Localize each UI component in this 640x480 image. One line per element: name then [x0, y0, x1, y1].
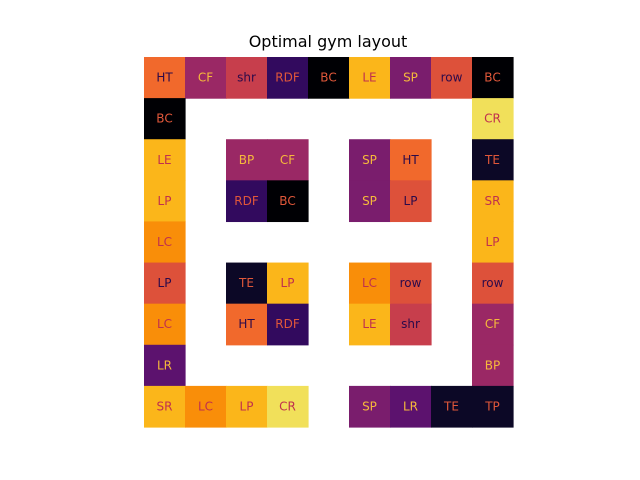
cell-label-2-6: HT	[402, 153, 419, 167]
heatmap-cell-8-1	[185, 385, 227, 428]
cell-label-5-8: row	[482, 276, 504, 290]
heatmap-cell-2-8	[472, 139, 514, 181]
heatmap-cell-6-6	[390, 303, 432, 346]
heatmap-cell-3-5	[349, 180, 391, 223]
cell-label-6-0: LC	[157, 317, 172, 331]
cell-label-0-2: shr	[237, 71, 256, 85]
heatmap-cell-2-3	[267, 139, 309, 181]
cell-label-8-1: LC	[198, 399, 213, 413]
cell-label-6-6: shr	[401, 317, 420, 331]
cell-label-8-3: CR	[279, 399, 296, 413]
cell-label-5-0: LP	[158, 276, 172, 290]
heatmap-cell-6-2	[226, 303, 268, 346]
heatmap-cell-8-5	[349, 385, 391, 428]
cell-label-8-2: LP	[240, 399, 254, 413]
cell-label-2-2: BP	[239, 153, 254, 167]
cell-label-5-6: row	[400, 276, 422, 290]
cell-label-1-8: CR	[484, 112, 501, 126]
heatmap-cell-8-3	[267, 385, 309, 428]
cell-label-5-2: TE	[238, 276, 254, 290]
heatmap-cell-3-2	[226, 180, 268, 223]
heatmap-cell-3-6	[390, 180, 432, 223]
heatmap-cell-5-2	[226, 262, 268, 305]
heatmap-cell-6-5	[349, 303, 391, 346]
cell-label-2-3: CF	[280, 153, 295, 167]
heatmap-cell-0-7	[431, 57, 473, 99]
heatmap-cell-4-0	[144, 221, 186, 264]
cell-label-0-6: SP	[403, 71, 418, 85]
heatmap-cell-0-8	[472, 57, 514, 99]
cell-label-7-0: LR	[157, 358, 172, 372]
heatmap-cell-8-8	[472, 385, 514, 428]
heatmap-cell-5-5	[349, 262, 391, 305]
heatmap-cell-5-6	[390, 262, 432, 305]
heatmap-cell-4-8	[472, 221, 514, 264]
cell-label-6-2: HT	[238, 317, 255, 331]
cell-label-6-8: CF	[485, 317, 500, 331]
heatmap-cell-2-6	[390, 139, 432, 181]
heatmap-cell-2-2	[226, 139, 268, 181]
heatmap-cell-8-2	[226, 385, 268, 428]
cell-label-3-2: RDF	[234, 194, 259, 208]
heatmap-cell-5-8	[472, 262, 514, 305]
heatmap-cell-6-0	[144, 303, 186, 346]
heatmap-cell-0-0	[144, 57, 186, 99]
cell-label-0-0: HT	[156, 71, 173, 85]
cell-label-0-3: RDF	[275, 71, 300, 85]
cell-label-2-5: SP	[362, 153, 377, 167]
cell-label-1-0: BC	[156, 112, 172, 126]
heatmap-cell-6-8	[472, 303, 514, 346]
heatmap-cell-0-3	[267, 57, 309, 99]
cell-label-3-5: SP	[362, 194, 377, 208]
heatmap-cell-0-2	[226, 57, 268, 99]
heatmap-cell-8-6	[390, 385, 432, 428]
cell-label-2-8: TE	[484, 153, 500, 167]
cell-label-3-8: SR	[485, 194, 501, 208]
cell-label-3-0: LP	[158, 194, 172, 208]
heatmap-cell-0-6	[390, 57, 432, 99]
cell-label-3-6: LP	[404, 194, 418, 208]
chart-title: Optimal gym layout	[248, 32, 408, 51]
heatmap-cell-3-0	[144, 180, 186, 223]
heatmap-cell-0-1	[185, 57, 227, 99]
heatmap-cell-0-4	[308, 57, 350, 99]
heatmap-cell-1-8	[472, 98, 514, 140]
heatmap-cell-1-0	[144, 98, 186, 140]
heatmap-cell-2-5	[349, 139, 391, 181]
heatmap-cell-6-3	[267, 303, 309, 346]
heatmap-cell-3-8	[472, 180, 514, 223]
cell-label-0-1: CF	[198, 71, 213, 85]
cell-label-4-8: LP	[486, 235, 500, 249]
cell-label-6-5: LE	[362, 317, 376, 331]
cell-label-8-6: LR	[403, 399, 418, 413]
heatmap-cell-5-0	[144, 262, 186, 305]
cell-label-6-3: RDF	[275, 317, 300, 331]
heatmap-cell-7-8	[472, 344, 514, 387]
cell-label-2-0: LE	[157, 153, 171, 167]
cell-label-3-3: BC	[279, 194, 295, 208]
cell-label-5-3: LP	[281, 276, 295, 290]
cell-label-0-5: LE	[362, 71, 376, 85]
cell-label-7-8: BP	[485, 358, 500, 372]
cell-label-8-8: TP	[484, 399, 500, 413]
heatmap-cell-5-3	[267, 262, 309, 305]
cell-label-0-4: BC	[320, 71, 336, 85]
cell-label-8-7: TE	[443, 399, 459, 413]
heatmap-cell-2-0	[144, 139, 186, 181]
cell-label-4-0: LC	[157, 235, 172, 249]
cell-label-0-7: row	[441, 71, 463, 85]
heatmap-cell-8-7	[431, 385, 473, 428]
cell-label-5-5: LC	[362, 276, 377, 290]
cell-label-8-5: SP	[362, 399, 377, 413]
heatmap-cell-3-3	[267, 180, 309, 223]
cell-label-8-0: SR	[157, 399, 173, 413]
cell-label-0-8: BC	[484, 71, 500, 85]
heatmap-cell-8-0	[144, 385, 186, 428]
heatmap-cell-0-5	[349, 57, 391, 99]
heatmap-cell-7-0	[144, 344, 186, 387]
